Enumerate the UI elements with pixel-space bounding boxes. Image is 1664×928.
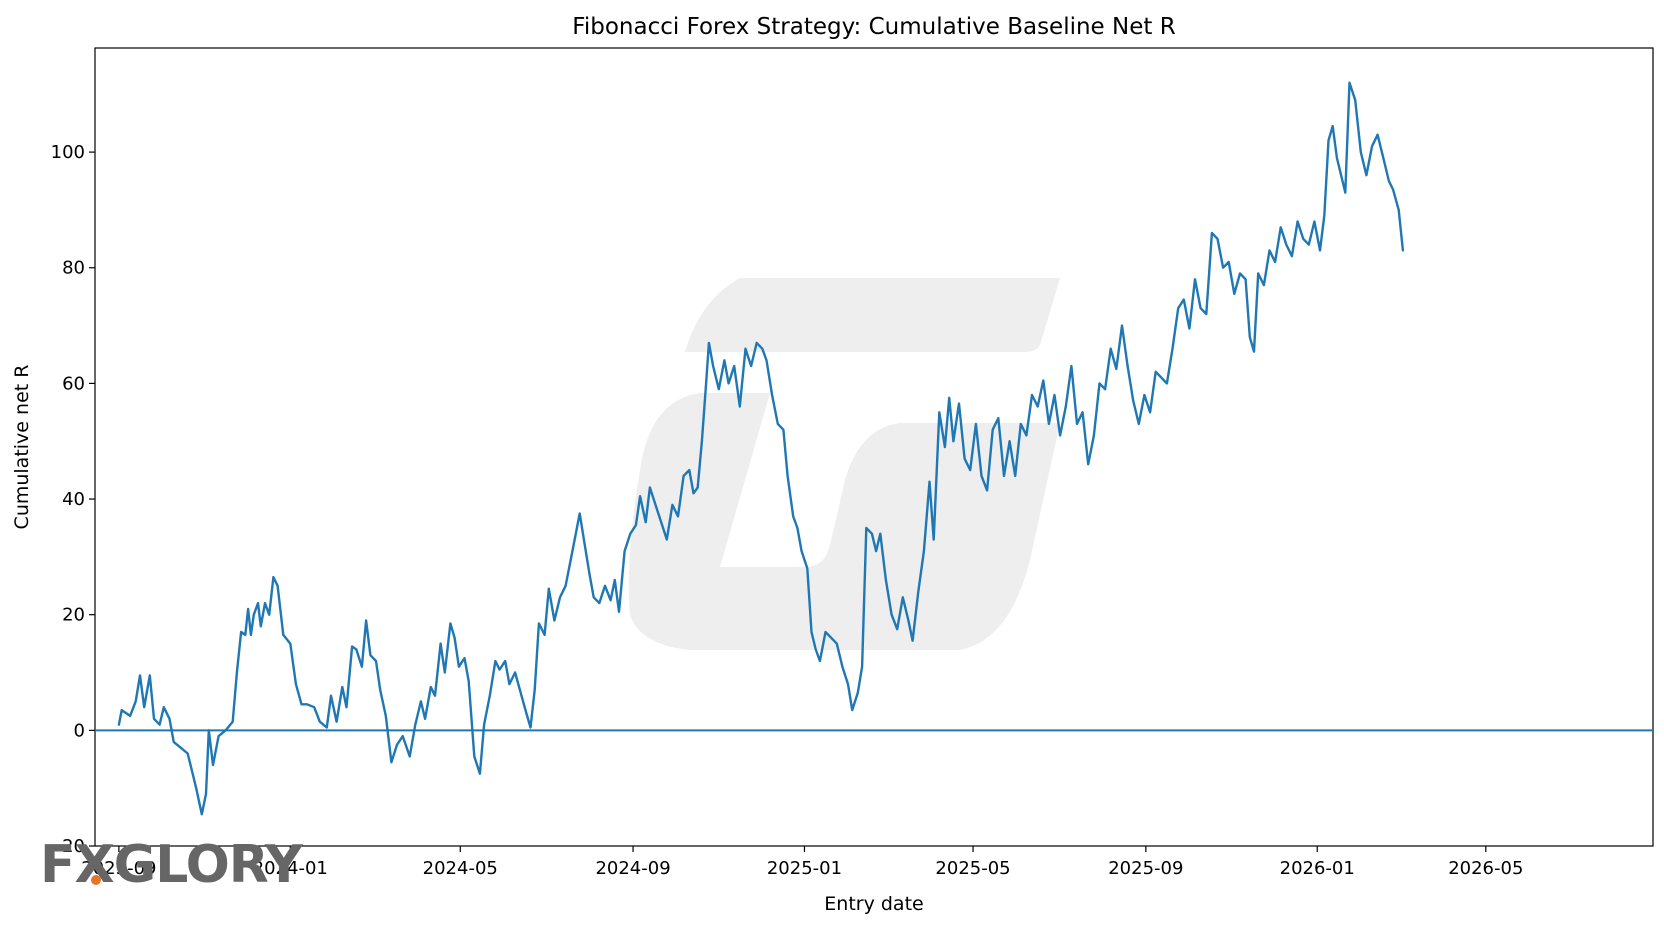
y-axis-title: Cumulative net R — [11, 365, 33, 530]
y-tick-label: 20 — [62, 605, 85, 626]
x-axis-title: Entry date — [824, 893, 923, 915]
y-tick-label: 100 — [51, 142, 85, 163]
x-tick-label: 2025-09 — [1108, 858, 1183, 879]
x-tick-label: 2025-01 — [767, 858, 842, 879]
background-watermark-logo — [628, 278, 1060, 650]
x-tick-label: 2024-01 — [253, 858, 328, 879]
x-tick-label: 2026-01 — [1280, 858, 1355, 879]
x-tick-label: 2024-09 — [595, 858, 670, 879]
y-tick-label: 60 — [62, 373, 85, 394]
y-axis: -20 0 20 40 60 80 100 — [51, 142, 95, 857]
svg-text:FXGLORY: FXGLORY — [40, 835, 304, 895]
x-axis: 2023-09 2024-01 2024-05 2024-09 2025-01 2025-… — [81, 846, 1523, 879]
y-tick-label: 40 — [62, 489, 85, 510]
plot-area-frame — [94, 47, 1654, 847]
fxglory-logo: FXGLORY — [40, 835, 305, 895]
y-tick-label: 80 — [62, 258, 85, 279]
x-tick-label: 2023-09 — [81, 858, 156, 879]
cumulative-net-r-line — [117, 81, 1405, 816]
x-tick-label: 2026-05 — [1448, 858, 1523, 879]
logo-accent-dot — [91, 875, 101, 885]
x-tick-label: 2025-05 — [935, 858, 1010, 879]
x-tick-label: 2024-05 — [423, 858, 498, 879]
y-tick-label: -20 — [56, 836, 85, 857]
y-tick-label: 0 — [74, 720, 85, 741]
chart-title: Fibonacci Forex Strategy: Cumulative Bas… — [572, 14, 1175, 40]
